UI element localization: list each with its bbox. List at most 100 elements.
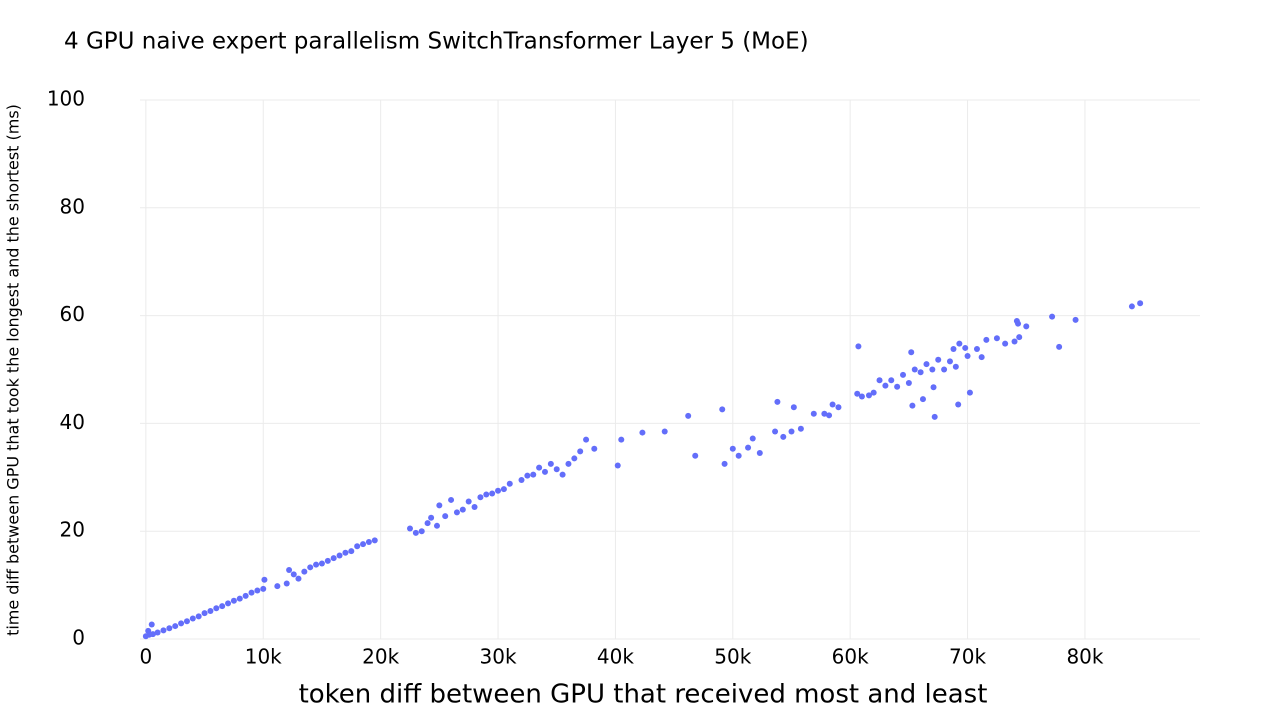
point: [966, 389, 973, 396]
point: [242, 592, 249, 599]
point: [225, 600, 232, 607]
point: [307, 564, 314, 571]
point: [909, 402, 916, 409]
point: [160, 627, 167, 634]
point: [500, 486, 507, 493]
point: [835, 404, 842, 411]
point: [433, 522, 440, 529]
point: [524, 472, 531, 479]
point: [955, 401, 962, 408]
point: [295, 575, 302, 582]
point: [360, 541, 367, 548]
point: [201, 610, 208, 617]
point: [577, 448, 584, 455]
point: [207, 607, 214, 614]
x-tick-label: 80k: [1066, 645, 1103, 669]
point: [149, 631, 156, 638]
point: [1016, 334, 1023, 341]
point: [260, 585, 267, 592]
point: [236, 595, 243, 602]
point: [870, 389, 877, 396]
point: [900, 371, 907, 378]
point: [894, 383, 901, 390]
point: [178, 620, 185, 627]
point: [788, 428, 795, 435]
point: [962, 344, 969, 351]
point: [729, 445, 736, 452]
x-axis-label: token diff between GPU that received mos…: [299, 680, 988, 710]
point: [283, 580, 290, 587]
point: [518, 476, 525, 483]
x-tick-label: 20k: [362, 645, 399, 669]
point: [780, 433, 787, 440]
y-tick-label: 80: [60, 194, 85, 218]
point: [290, 571, 297, 578]
point: [797, 425, 804, 432]
point: [1002, 340, 1009, 347]
point: [154, 629, 161, 636]
point: [336, 552, 343, 559]
point: [591, 445, 598, 452]
point: [471, 503, 478, 510]
point: [919, 396, 926, 403]
point: [1015, 320, 1022, 327]
point: [195, 613, 202, 620]
point: [614, 462, 621, 469]
point: [1072, 316, 1079, 323]
point: [274, 583, 281, 590]
point: [908, 349, 915, 356]
point: [618, 436, 625, 443]
point: [882, 382, 889, 389]
point: [583, 436, 590, 443]
point: [745, 444, 752, 451]
point: [858, 393, 865, 400]
point: [983, 336, 990, 343]
grid: [140, 99, 1200, 640]
point: [756, 450, 763, 457]
point: [905, 379, 912, 386]
point: [661, 428, 668, 435]
point: [459, 506, 466, 513]
point: [772, 428, 779, 435]
x-tick-label: 50k: [714, 645, 751, 669]
point: [495, 487, 502, 494]
point: [412, 529, 419, 536]
point: [929, 366, 936, 373]
point: [1137, 300, 1144, 307]
point: [735, 452, 742, 459]
point: [286, 567, 293, 574]
point: [993, 335, 1000, 342]
y-tick-label: 20: [60, 518, 85, 542]
point: [348, 548, 355, 555]
point: [876, 377, 883, 384]
point: [213, 605, 220, 612]
point: [547, 460, 554, 467]
point: [973, 346, 980, 353]
point: [950, 346, 957, 353]
y-tick-label: 100: [47, 87, 85, 111]
point: [719, 406, 726, 413]
point: [946, 358, 953, 365]
point: [855, 343, 862, 350]
point: [964, 353, 971, 360]
point: [565, 460, 572, 467]
point: [489, 490, 496, 497]
point: [888, 377, 895, 384]
point: [1023, 323, 1030, 330]
point: [166, 625, 173, 632]
point: [1049, 313, 1056, 320]
x-tick-label: 60k: [832, 645, 869, 669]
point: [189, 615, 196, 622]
y-axis-label: time diff between GPU that took the long…: [4, 104, 23, 636]
point: [941, 366, 948, 373]
chart-title: 4 GPU naive expert parallelism SwitchTra…: [64, 29, 809, 55]
point: [536, 464, 543, 471]
point: [248, 589, 255, 596]
point: [448, 496, 455, 503]
point: [774, 398, 781, 405]
point: [183, 618, 190, 625]
point: [952, 363, 959, 370]
point: [935, 356, 942, 363]
point: [826, 412, 833, 419]
